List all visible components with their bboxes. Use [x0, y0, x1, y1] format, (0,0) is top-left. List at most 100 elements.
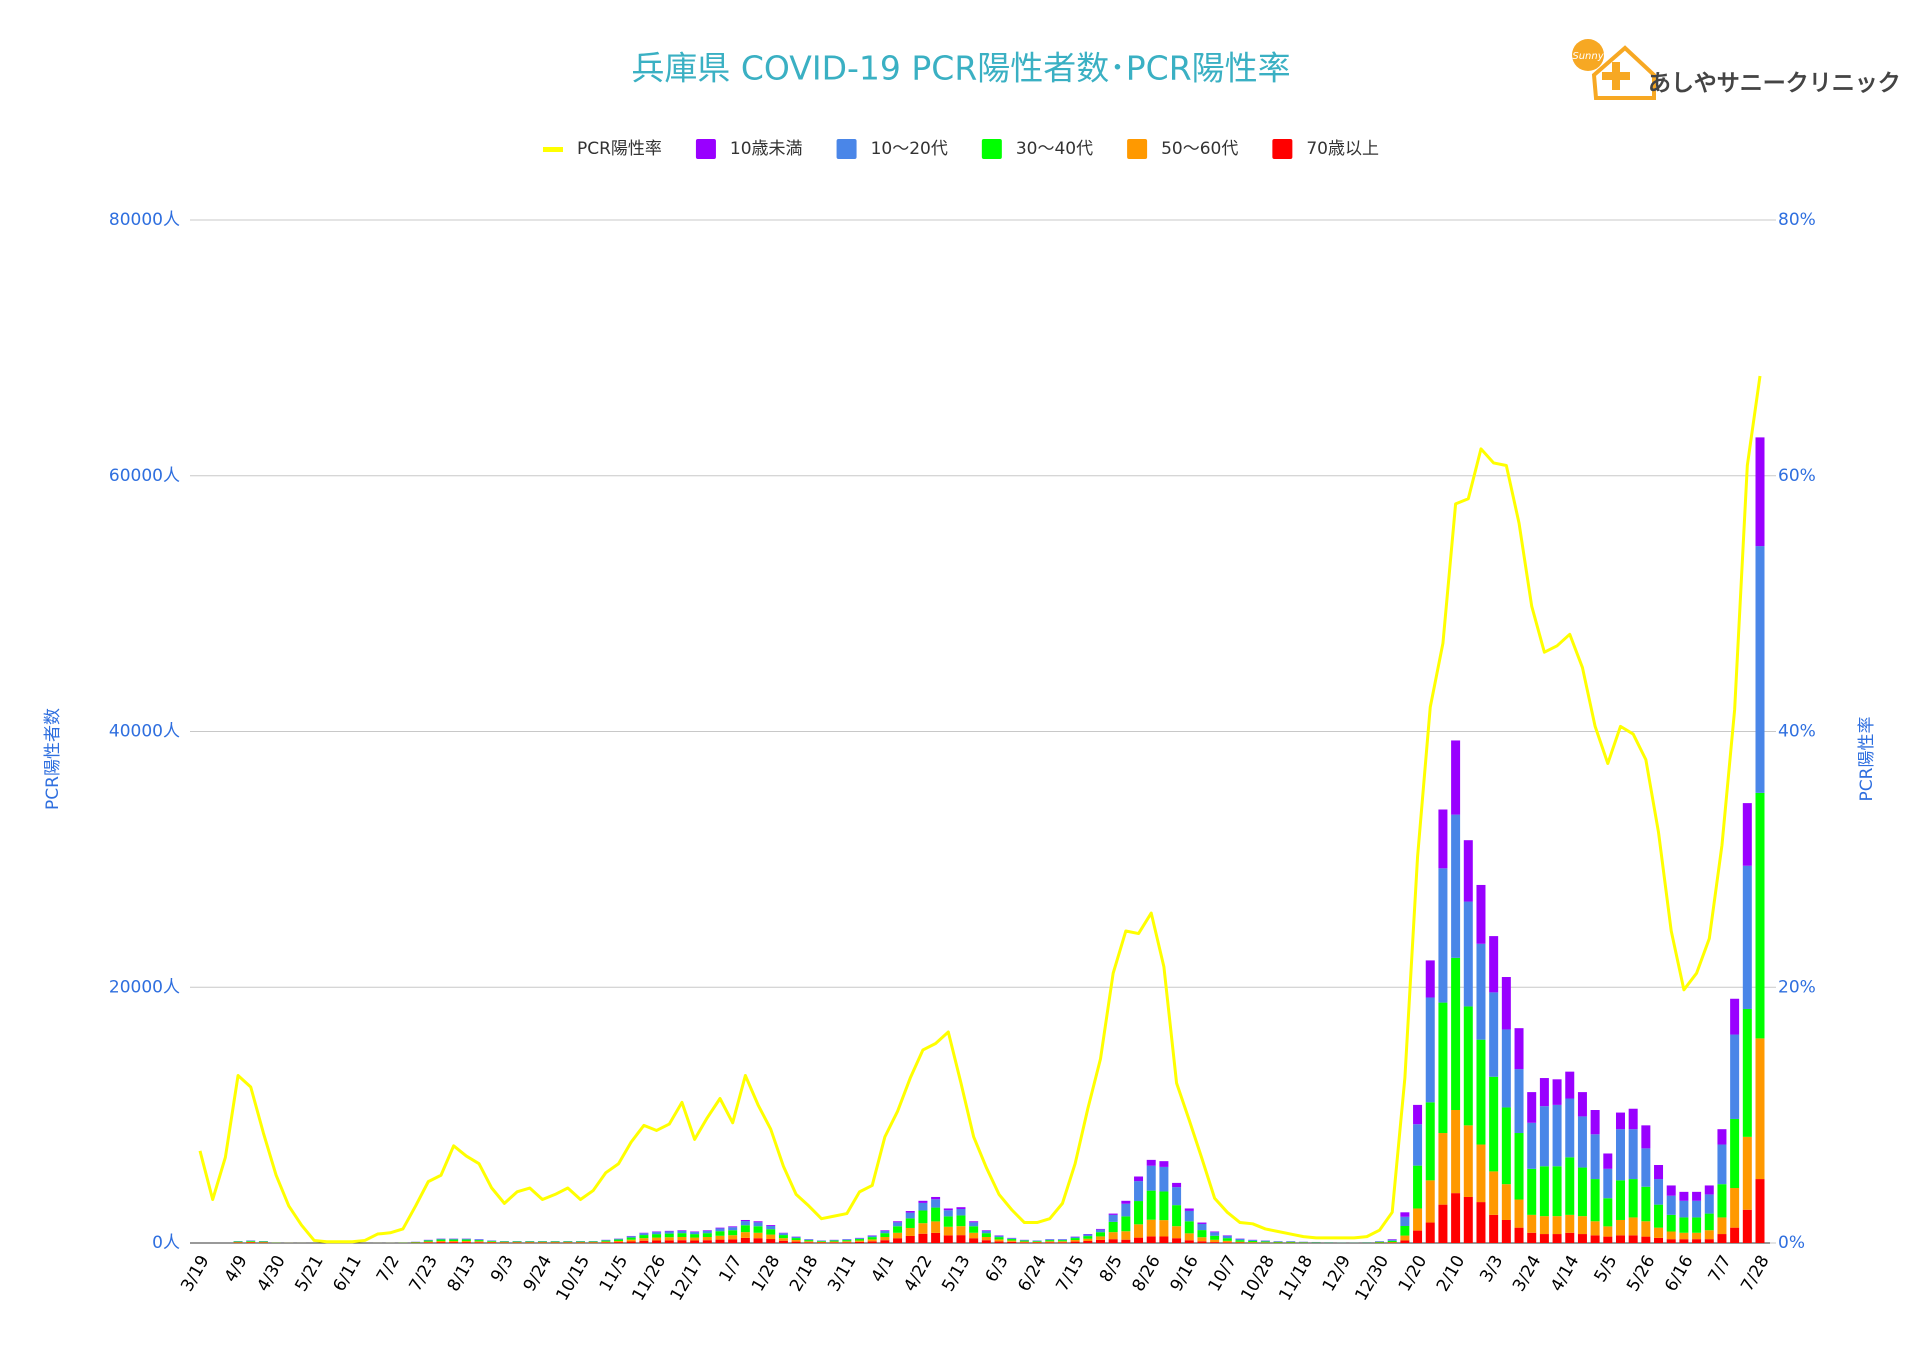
bar-segment: [1020, 1241, 1029, 1242]
bar-segment: [842, 1242, 851, 1243]
bar-segment: [677, 1237, 686, 1240]
bar-segment: [1654, 1238, 1663, 1243]
bar-segment: [792, 1240, 801, 1242]
bar-segment: [1438, 1205, 1447, 1243]
bar-segment: [1629, 1235, 1638, 1243]
bar-segment: [1223, 1241, 1232, 1243]
bar-segment: [475, 1241, 484, 1242]
bar-segment: [893, 1238, 902, 1243]
bar-segment: [690, 1231, 699, 1232]
bar-segment: [1197, 1223, 1206, 1224]
bar-segment: [1185, 1208, 1194, 1210]
bar-segment: [741, 1238, 750, 1243]
bar-segment: [944, 1208, 953, 1210]
bar-segment: [677, 1240, 686, 1243]
bar-segment: [246, 1241, 255, 1242]
bar-segment: [1020, 1240, 1029, 1241]
bar-segment: [1033, 1242, 1042, 1243]
bar-segment: [652, 1232, 661, 1234]
bar-segment: [1400, 1226, 1409, 1236]
bar-segment: [995, 1236, 1004, 1237]
y2-tick-label: 20%: [1778, 977, 1816, 997]
bar-segment: [1236, 1242, 1245, 1243]
bar-segment: [1286, 1242, 1295, 1243]
bar-segment: [1375, 1241, 1384, 1242]
bar-segment: [538, 1242, 547, 1243]
bar-segment: [627, 1240, 636, 1242]
bar-segment: [1134, 1238, 1143, 1243]
bar-segment: [1185, 1240, 1194, 1243]
bar-segment: [1426, 997, 1435, 1102]
bar-segment: [487, 1241, 496, 1242]
bar-segment: [1121, 1204, 1130, 1217]
bar-segment: [703, 1240, 712, 1243]
bar-segment: [1033, 1241, 1042, 1242]
bar-segment: [1667, 1185, 1676, 1195]
y-tick-label: 80000人: [109, 210, 180, 230]
bar-segment: [1667, 1239, 1676, 1243]
bar-segment: [1248, 1242, 1257, 1243]
bar-segment: [1236, 1239, 1245, 1240]
bar-segment: [1426, 1223, 1435, 1243]
bar-segment: [880, 1231, 889, 1233]
bar-segment: [1185, 1211, 1194, 1221]
bar-segment: [462, 1239, 471, 1240]
y2-tick-label: 40%: [1778, 722, 1816, 742]
bar-segment: [1159, 1236, 1168, 1243]
bar-segment: [804, 1239, 813, 1240]
bar-segment: [1083, 1234, 1092, 1236]
bar-segment: [436, 1240, 445, 1241]
bar-segment: [1007, 1238, 1016, 1239]
legend-label: PCR陽性率: [577, 139, 662, 159]
bar-segment: [639, 1238, 648, 1241]
bar-segment: [1756, 1179, 1765, 1243]
bar-segment: [1756, 1038, 1765, 1179]
bar-segment: [1109, 1222, 1118, 1232]
bar-segment: [1045, 1240, 1054, 1241]
bar-segment: [766, 1229, 775, 1234]
bar-segment: [1743, 1210, 1752, 1243]
bar-segment: [842, 1239, 851, 1240]
bar-segment: [1210, 1232, 1219, 1235]
bar-segment: [754, 1238, 763, 1243]
bar-segment: [1692, 1233, 1701, 1239]
bar-segment: [475, 1242, 484, 1243]
bar-segment: [259, 1242, 268, 1243]
bar-segment: [728, 1235, 737, 1239]
bar-segment: [1058, 1242, 1067, 1243]
bar-segment: [754, 1221, 763, 1222]
bar-segment: [817, 1241, 826, 1242]
bar-segment: [754, 1233, 763, 1238]
bar-segment: [1515, 1069, 1524, 1133]
bar-segment: [1096, 1236, 1105, 1240]
bar-segment: [1629, 1109, 1638, 1129]
bar-segment: [1743, 803, 1752, 866]
bar-segment: [741, 1232, 750, 1238]
bar-segment: [918, 1203, 927, 1211]
legend-swatch: [982, 139, 1002, 159]
bar-segment: [1502, 1029, 1511, 1107]
bar-segment: [956, 1207, 965, 1209]
bar-segment: [1553, 1234, 1562, 1243]
bar-segment: [1616, 1235, 1625, 1243]
bar-segment: [1286, 1241, 1295, 1242]
bar-segment: [1147, 1166, 1156, 1191]
bar-segment: [627, 1236, 636, 1237]
bar-segment: [931, 1208, 940, 1222]
bar-segment: [1476, 1145, 1485, 1203]
bar-segment: [690, 1232, 699, 1234]
bar-segment: [1400, 1217, 1409, 1226]
bar-segment: [944, 1210, 953, 1216]
bar-segment: [906, 1236, 915, 1243]
bar-segment: [741, 1220, 750, 1221]
bar-segment: [1071, 1238, 1080, 1240]
bar-segment: [487, 1242, 496, 1243]
bar-segment: [1591, 1221, 1600, 1235]
bar-segment: [931, 1221, 940, 1233]
bar-segment: [1527, 1169, 1536, 1215]
bar-segment: [1147, 1160, 1156, 1166]
bar-segment: [690, 1240, 699, 1243]
bar-segment: [1717, 1184, 1726, 1217]
bar-segment: [1591, 1134, 1600, 1179]
bar-segment: [1464, 902, 1473, 1007]
